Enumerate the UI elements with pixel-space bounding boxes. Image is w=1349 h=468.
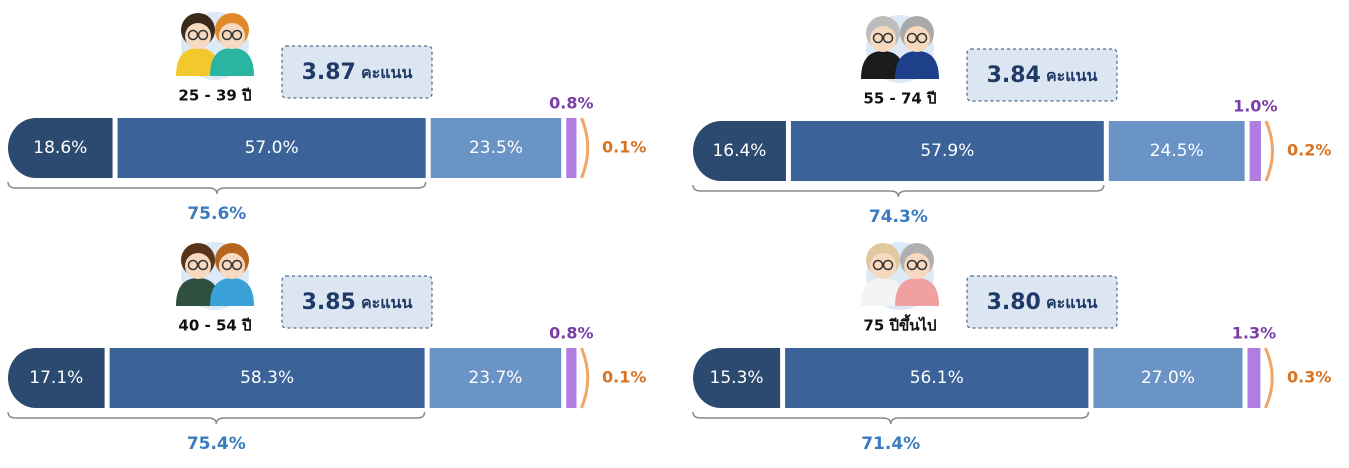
segment-label: 0.8% (549, 324, 593, 343)
score-text: 3.87 คะแนน (302, 60, 413, 85)
segment-label: 58.3% (240, 368, 294, 388)
segment-label: 0.8% (549, 94, 593, 113)
infographic: 25 - 39 ปี 3.87 คะแนน 18.6% 57.0% 23.5% 0.8% 0… (0, 0, 1349, 468)
total-label: 71.4% (861, 434, 920, 454)
score-text: 3.80 คะแนน (987, 290, 1098, 315)
score-unit: คะแนน (361, 63, 413, 82)
score-value: 3.84 (987, 63, 1041, 88)
bar-segment (1250, 121, 1261, 181)
bar-segment (581, 118, 587, 178)
score-value: 3.80 (987, 290, 1041, 315)
bar-segment (1266, 121, 1273, 181)
total-brace (693, 185, 1104, 197)
segment-label: 23.7% (468, 368, 522, 388)
segment-label: 1.3% (1232, 324, 1276, 343)
segment-label: 57.0% (245, 138, 299, 158)
segment-label: 18.6% (33, 138, 87, 158)
bar-segment (566, 118, 576, 178)
segment-label: 1.0% (1233, 97, 1277, 116)
segment-label: 15.3% (710, 368, 764, 388)
segment-label: 23.5% (469, 138, 523, 158)
segment-label: 57.9% (920, 141, 974, 161)
age-group-label: 75 ปีขึ้นไป (863, 314, 936, 335)
segment-label: 24.5% (1150, 141, 1204, 161)
segment-label: 0.2% (1287, 141, 1331, 160)
total-label: 75.6% (187, 204, 246, 224)
total-brace (693, 412, 1088, 424)
score-text: 3.85 คะแนน (302, 290, 413, 315)
segment-label: 27.0% (1141, 368, 1195, 388)
age-group-label: 55 - 74 ปี (863, 90, 936, 108)
score-text: 3.84 คะแนน (987, 63, 1098, 88)
total-brace (8, 412, 425, 424)
score-value: 3.85 (302, 290, 356, 315)
bar-segment (1265, 348, 1272, 408)
age-group-label: 25 - 39 ปี (178, 87, 251, 105)
score-value: 3.87 (302, 60, 356, 85)
segment-label: 0.1% (602, 368, 646, 387)
bar-segment (1248, 348, 1261, 408)
total-brace (8, 182, 426, 194)
score-unit: คะแนน (361, 293, 413, 312)
segment-label: 16.4% (712, 141, 766, 161)
segment-label: 56.1% (910, 368, 964, 388)
age-group-label: 40 - 54 ปี (178, 317, 251, 335)
bar-segment (566, 348, 576, 408)
total-label: 74.3% (869, 207, 928, 227)
score-unit: คะแนน (1046, 66, 1098, 85)
bar-segment (581, 348, 587, 408)
total-label: 75.4% (187, 434, 246, 454)
segment-label: 17.1% (29, 368, 83, 388)
segment-label: 0.3% (1287, 368, 1331, 387)
segment-label: 0.1% (602, 138, 646, 157)
page: 25 - 39 ปี 3.87 คะแนน 18.6% 57.0% 23.5% 0.8% 0… (0, 0, 1349, 468)
score-unit: คะแนน (1046, 293, 1098, 312)
